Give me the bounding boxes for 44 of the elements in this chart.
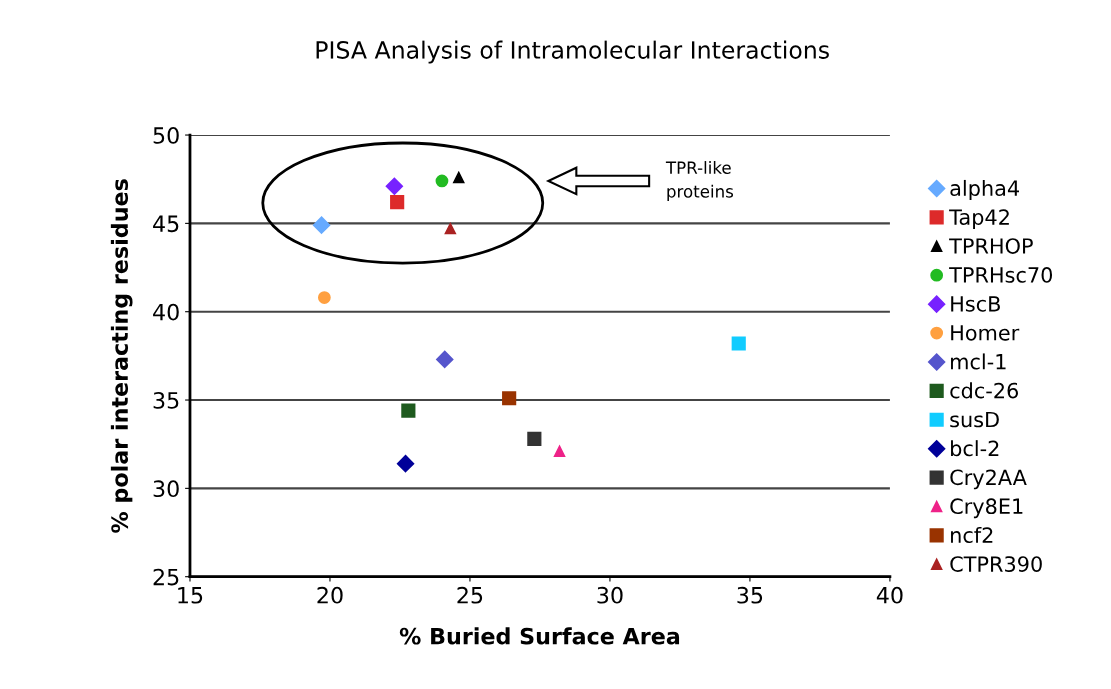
x-tick-label: 25 bbox=[457, 586, 483, 604]
y-tick-label: 45 bbox=[153, 215, 179, 233]
x-tick-label: 30 bbox=[597, 586, 623, 604]
legend-label: TPRHOP bbox=[949, 238, 1033, 254]
point bbox=[385, 177, 404, 195]
x-tick-label: 20 bbox=[317, 586, 343, 604]
point bbox=[436, 350, 454, 369]
x-tick-label: 35 bbox=[737, 586, 763, 604]
point bbox=[317, 291, 331, 304]
point bbox=[390, 195, 405, 210]
point bbox=[401, 403, 416, 418]
point bbox=[435, 174, 449, 188]
legend-label: HscB bbox=[951, 296, 1000, 312]
legend-label: Cry8E1 bbox=[950, 498, 1023, 519]
x-axis-title: % Buried Surface Area bbox=[399, 627, 680, 645]
point bbox=[553, 445, 566, 457]
chart-title: PISA Analysis of Intramolecular Interactions bbox=[316, 40, 829, 64]
y-tick-label: 30 bbox=[153, 480, 179, 498]
legend-label: mcl-1 bbox=[951, 353, 1006, 370]
legend-label: Homer bbox=[951, 325, 1020, 341]
legend-label: CTPR390 bbox=[950, 556, 1042, 572]
legend-label: Tap42 bbox=[949, 209, 1009, 230]
legend-label: cdc-26 bbox=[950, 382, 1019, 399]
legend-label: alpha4 bbox=[950, 179, 1019, 201]
point bbox=[502, 391, 517, 406]
x-tick-label: 15 bbox=[178, 587, 203, 604]
legend-label: TPRHsc70 bbox=[949, 267, 1053, 283]
point bbox=[312, 216, 331, 234]
point bbox=[731, 336, 746, 351]
y-tick-label: 25 bbox=[153, 568, 179, 586]
y-tick-label: 35 bbox=[153, 391, 179, 409]
legend-label: susD bbox=[950, 411, 999, 428]
legend-label: Cry2AA bbox=[950, 469, 1027, 490]
x-tick-label: 40 bbox=[876, 586, 903, 604]
point bbox=[453, 171, 465, 184]
annotation: TPR-like proteins bbox=[665, 161, 734, 201]
y-tick-label: 50 bbox=[153, 126, 179, 144]
legend-label: ncf2 bbox=[951, 526, 993, 544]
point bbox=[444, 222, 457, 235]
y-axis-title: % polar interacting residues bbox=[110, 179, 133, 533]
point bbox=[396, 454, 415, 473]
y-tick-label: 40 bbox=[153, 303, 179, 321]
point bbox=[527, 431, 542, 446]
legend-label: bcl-2 bbox=[951, 440, 999, 457]
